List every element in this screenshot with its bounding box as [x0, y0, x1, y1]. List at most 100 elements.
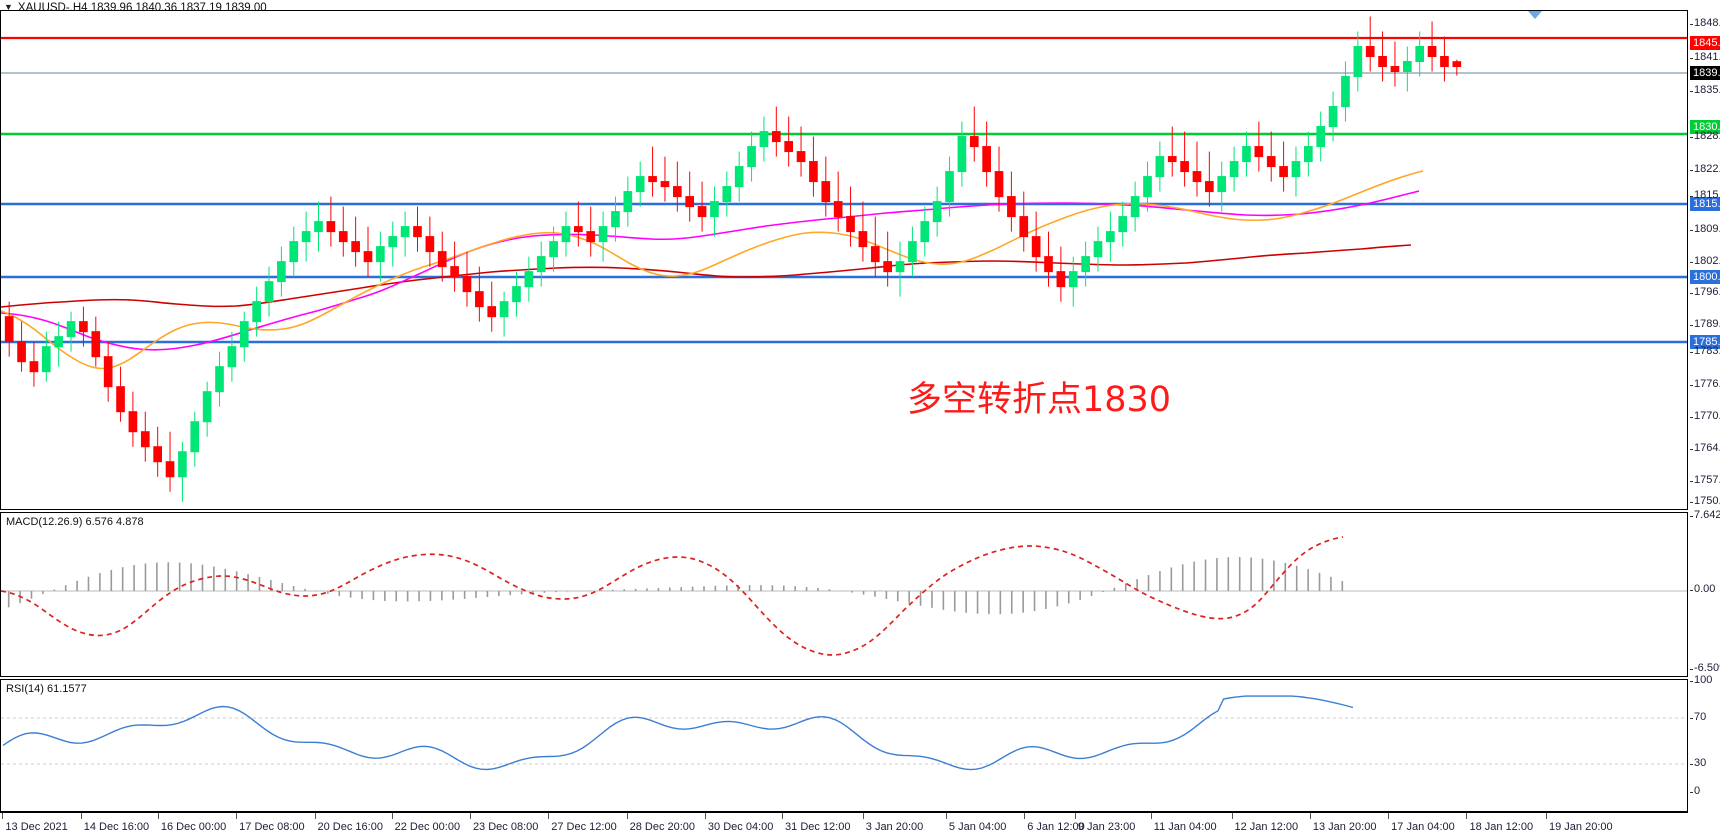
axis-tick — [1690, 502, 1693, 503]
axis-value: 1835.40 — [1694, 84, 1720, 96]
candle-body — [289, 241, 299, 263]
candle-body — [400, 226, 410, 238]
candle-body — [1143, 176, 1152, 198]
axis-value: 1815.00 — [1693, 198, 1720, 210]
price-level-tag: 1785.00 — [1690, 335, 1720, 349]
axis-value: 1828.80 — [1694, 130, 1720, 142]
rsi-tick-label: 0 — [1690, 785, 1701, 797]
price-tick-label: 1815.90 — [1690, 190, 1720, 201]
candle-body — [1118, 216, 1128, 233]
candle-body — [326, 221, 336, 233]
price-tick-label: 1822.35 — [1690, 163, 1720, 175]
candle-body — [722, 186, 732, 203]
axis-tick — [1690, 417, 1693, 418]
macd-tick-label: -6.509 — [1690, 662, 1720, 674]
time-label: 17 Jan 04:00 — [1391, 821, 1455, 833]
axis-value: 100 — [1694, 674, 1713, 686]
price-axis[interactable]: 1848.30 1845.00 1841.85 1839.00 1835.40 1830.… — [1688, 0, 1720, 839]
cursor-marker — [1528, 11, 1542, 19]
axis-tick — [1690, 764, 1693, 765]
time-label: 13 Dec 2021 — [5, 821, 68, 833]
axis-value: 1822.35 — [1694, 163, 1720, 175]
chevron-down-icon[interactable]: ▼ — [4, 2, 13, 12]
candle-body — [994, 171, 1004, 198]
candle-body — [1402, 61, 1412, 73]
candle-body — [140, 431, 150, 448]
rsi-pane: RSI(14) 61.1577 — [0, 679, 1688, 812]
candle-body — [672, 186, 682, 198]
candle-body — [759, 131, 769, 148]
candle-body — [945, 171, 954, 203]
candle-body — [41, 346, 51, 373]
candle-body — [1254, 146, 1264, 158]
candle-body — [462, 276, 472, 293]
candle-body — [870, 246, 880, 263]
candle-body — [79, 321, 88, 333]
candle-body — [1316, 126, 1326, 148]
candle-body — [499, 301, 509, 318]
candle-body — [1217, 176, 1227, 193]
candle-body — [1205, 181, 1214, 193]
chart-annotation: 多空转折点1830 — [907, 380, 1172, 420]
axis-value: 70 — [1694, 711, 1707, 723]
axis-value: -6.509 — [1694, 662, 1720, 674]
axis-value: 1839.00 — [1693, 67, 1720, 79]
candle-body — [796, 151, 806, 163]
candle-body — [809, 161, 818, 183]
time-label: 13 Jan 20:00 — [1312, 821, 1377, 833]
axis-value: 1750.95 — [1694, 495, 1720, 507]
macd-label: MACD(12.26.9) 6.576 4.878 — [6, 516, 144, 528]
candle-body — [1365, 46, 1375, 58]
rsi-label: RSI(14) 61.1577 — [6, 683, 87, 695]
axis-value: 1785.00 — [1693, 336, 1720, 348]
axis-value: 1809.45 — [1694, 223, 1720, 235]
time-tick — [314, 813, 316, 819]
candle-body — [128, 411, 138, 433]
axis-value: 0.00 — [1694, 583, 1716, 595]
time-tick — [1231, 813, 1233, 819]
candle-body — [1106, 231, 1115, 243]
axis-tick — [1690, 516, 1693, 517]
time-tick — [945, 813, 947, 819]
axis-tick — [1690, 385, 1693, 386]
price-level-tag: 1800.00 — [1690, 270, 1720, 284]
candle-body — [1353, 46, 1363, 78]
candle-body — [202, 391, 212, 423]
price-tick-label: 1764.00 — [1690, 443, 1720, 454]
candle-body — [1427, 46, 1437, 58]
time-label: 18 Jan 12:00 — [1469, 821, 1534, 833]
price-pane: 多空转折点1830 — [0, 10, 1688, 510]
axis-value: 1845.00 — [1693, 37, 1720, 49]
candle-body — [4, 316, 14, 343]
price-tick-label: 1789.95 — [1690, 319, 1720, 330]
time-label: 22 Dec 00:00 — [394, 821, 461, 833]
candle-body — [314, 221, 323, 233]
candle-body — [66, 321, 76, 338]
candle-body — [908, 241, 917, 263]
candle-body — [1192, 171, 1202, 183]
price-tick-label: 1757.40 — [1690, 475, 1720, 486]
candle-body — [252, 301, 261, 323]
time-tick — [391, 813, 393, 819]
time-label: 9 Jan 23:00 — [1077, 821, 1136, 833]
candle-body — [1180, 161, 1189, 173]
price-tick-label: 1783.50 — [1690, 346, 1720, 357]
candle-body — [648, 176, 657, 183]
candle-body — [1242, 146, 1251, 163]
candle-body — [178, 451, 187, 478]
time-label: 19 Jan 20:00 — [1549, 821, 1613, 833]
axis-value: 1841.85 — [1694, 51, 1720, 63]
time-tick — [1074, 813, 1076, 819]
time-tick — [548, 813, 550, 819]
time-tick — [782, 813, 784, 819]
candle-body — [536, 256, 546, 273]
price-tick-label: 1835.40 — [1690, 84, 1720, 96]
price-level-tag: 1845.00 — [1690, 36, 1720, 50]
price-tick-label: 1770.45 — [1690, 411, 1720, 422]
axis-value: 0 — [1694, 785, 1701, 797]
time-label: 17 Dec 08:00 — [239, 821, 305, 833]
price-tick-label: 1796.40 — [1690, 287, 1720, 298]
candle-body — [512, 286, 521, 303]
candle-body — [623, 191, 633, 213]
time-axis[interactable]: 13 Dec 2021 14 Dec 16:00 16 Dec 00:00 17 De… — [0, 812, 1688, 839]
